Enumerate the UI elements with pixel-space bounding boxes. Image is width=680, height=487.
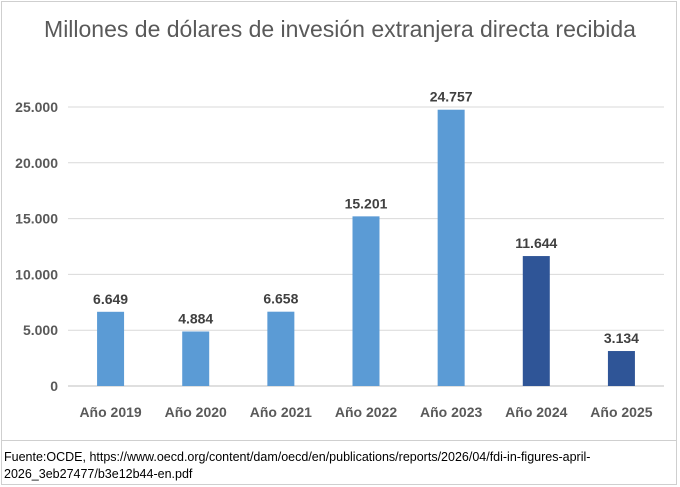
data-label: 6.658 [263,291,298,307]
x-tick-label: Año 2022 [335,404,397,420]
bar [437,109,465,386]
bar [522,256,550,386]
bar [267,311,295,386]
data-label: 24.757 [430,89,473,105]
data-label: 3.134 [604,330,639,346]
bar [182,331,210,386]
bar-chart: 0 5.000 10.000 15.000 20.000 25.000 6.649 Año 2… [15,89,664,420]
y-tick-label: 25.000 [15,99,58,115]
data-label: 4.884 [178,310,213,326]
y-tick-label: 5.000 [23,322,58,338]
source-note: Fuente:OCDE, https://www.oecd.org/conten… [4,450,591,481]
bar [607,351,635,386]
y-tick-label: 10.000 [15,266,58,282]
y-tick-label: 0 [50,378,58,394]
y-tick-label: 20.000 [15,155,58,171]
x-tick-label: Año 2020 [165,404,227,420]
data-label: 6.649 [93,291,128,307]
x-tick-label: Año 2023 [420,404,482,420]
bar [97,311,125,386]
x-tick-label: Año 2024 [505,404,567,420]
x-tick-label: Año 2019 [79,404,141,420]
x-tick-label: Año 2021 [250,404,312,420]
divider [1,440,677,441]
chart-title: Millones de dólares de invesión extranje… [44,16,636,42]
x-tick-label: Año 2025 [590,404,652,420]
data-label: 11.644 [515,235,557,251]
data-label: 15.201 [345,195,388,211]
y-tick-label: 15.000 [15,211,58,227]
bar [352,216,380,386]
